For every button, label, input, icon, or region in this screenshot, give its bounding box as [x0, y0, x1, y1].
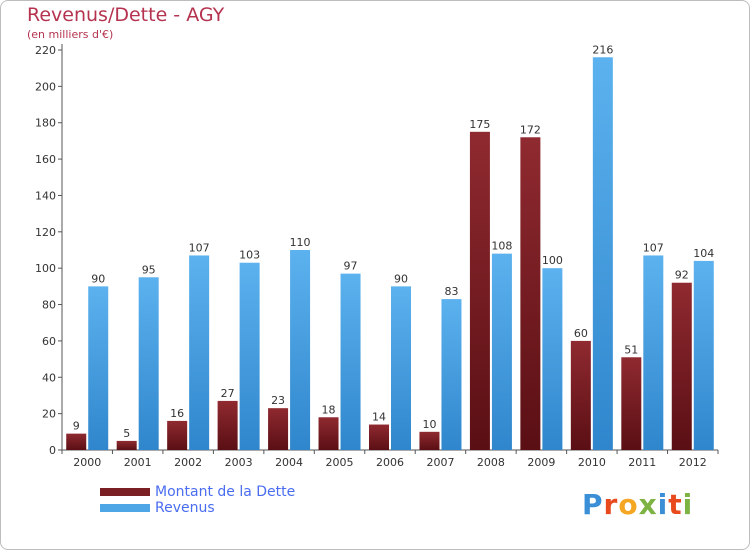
revenue-value-label: 97: [344, 260, 358, 273]
debt-value-label: 10: [422, 418, 436, 431]
logo-letter: x: [638, 488, 658, 521]
x-tick-label: 2010: [578, 456, 606, 469]
revenue-bar: [138, 277, 159, 450]
revenue-value-label: 108: [491, 240, 512, 253]
chart-subtitle: (en milliers d'€): [27, 28, 114, 41]
debt-bar: [419, 431, 440, 450]
y-tick-label: 160: [35, 153, 56, 166]
debt-value-label: 23: [271, 394, 285, 407]
revenue-value-label: 90: [91, 272, 105, 285]
y-tick-label: 140: [35, 189, 56, 202]
revenue-bar: [542, 268, 563, 450]
x-tick-label: 2006: [376, 456, 404, 469]
revenue-bar: [391, 286, 411, 450]
revenue-bar: [491, 253, 512, 450]
debt-bar: [520, 137, 541, 451]
revenue-value-label: 95: [142, 263, 156, 276]
debt-value-label: 14: [372, 411, 386, 424]
y-tick-label: 80: [42, 299, 56, 312]
revenue-bar: [643, 255, 664, 450]
debt-bar: [167, 420, 188, 450]
debt-value-label: 18: [322, 403, 336, 416]
legend-swatch-revenue: [100, 504, 150, 512]
axes: 0 20 40 60 80 100 120 140 160 180 200 220 2000 2001 20…: [35, 44, 719, 469]
revenue-value-label: 216: [592, 43, 613, 56]
debt-bar: [318, 417, 339, 450]
revenue-bar: [441, 299, 462, 450]
debt-value-label: 5: [123, 427, 130, 440]
y-tick-label: 180: [35, 117, 56, 130]
x-tick-label: 2012: [679, 456, 707, 469]
debt-value-label: 92: [675, 269, 689, 282]
x-tick-label: 2002: [174, 456, 202, 469]
x-tick-label: 2001: [124, 456, 152, 469]
revenue-bar: [340, 273, 361, 450]
y-tick-label: 40: [42, 371, 56, 384]
x-tick-label: 2007: [426, 456, 454, 469]
legend-swatch-debt: [100, 488, 150, 496]
revenue-value-label: 100: [542, 254, 563, 267]
debt-bar: [469, 131, 490, 450]
y-tick-label: 60: [42, 335, 56, 348]
x-tick-label: 2003: [225, 456, 253, 469]
debt-bar: [671, 282, 692, 450]
revenue-bar: [88, 286, 109, 450]
revenue-value-label: 107: [643, 241, 664, 254]
logo-letter: r: [603, 488, 619, 521]
debt-bar: [621, 357, 642, 450]
debt-value-label: 60: [574, 327, 588, 340]
x-tick-label: 2008: [477, 456, 505, 469]
debt-value-label: 16: [170, 407, 184, 420]
debt-value-label: 172: [520, 123, 541, 136]
revenue-value-label: 83: [444, 285, 458, 298]
logo-letter: P: [582, 488, 604, 521]
revenue-bar: [693, 260, 714, 450]
proxiti-logo: Proxiti: [582, 488, 693, 521]
revenue-bar: [189, 255, 210, 450]
y-tick-label: 100: [35, 262, 56, 275]
revenue-value-label: 103: [239, 249, 260, 262]
y-tick-label: 20: [42, 408, 56, 421]
data-labels: 9 90 5 95 16 107 27 103 23 110 18 97 14 90 10 83 175 108 1…: [73, 43, 715, 440]
y-tick-label: 220: [35, 44, 56, 57]
debt-value-label: 27: [221, 387, 235, 400]
chart-title: Revenus/Dette - AGY: [27, 4, 225, 26]
debt-bar: [369, 424, 389, 450]
debt-bar: [116, 440, 137, 450]
y-tick-label: 120: [35, 226, 56, 239]
debt-bar: [570, 340, 591, 450]
logo-letter: t: [668, 488, 683, 521]
logo-letter: i: [657, 488, 669, 521]
revenue-bar: [290, 250, 311, 450]
x-tick-label: 2011: [628, 456, 656, 469]
debt-value-label: 9: [73, 420, 80, 433]
revenue-value-label: 110: [290, 236, 311, 249]
revenue-value-label: 107: [189, 241, 210, 254]
bars: [66, 57, 714, 451]
y-tick-label: 0: [49, 444, 56, 457]
x-tick-label: 2004: [275, 456, 303, 469]
debt-value-label: 51: [624, 343, 638, 356]
revenue-bar: [239, 262, 260, 450]
x-tick-label: 2000: [73, 456, 101, 469]
y-tick-label: 200: [35, 80, 56, 93]
legend-label-revenue: Revenus: [155, 500, 215, 516]
x-tick-label: 2005: [326, 456, 354, 469]
debt-bar: [66, 433, 87, 450]
logo-letter: o: [618, 488, 639, 521]
x-tick-label: 2009: [527, 456, 555, 469]
logo-letter: i: [682, 488, 694, 521]
debt-bar: [217, 400, 238, 450]
revenue-bar: [592, 57, 613, 450]
revenue-value-label: 90: [394, 272, 408, 285]
legend-label-debt: Montant de la Dette: [155, 484, 296, 500]
debt-bar: [268, 408, 289, 450]
debt-value-label: 175: [469, 118, 490, 131]
revenue-value-label: 104: [693, 247, 714, 260]
